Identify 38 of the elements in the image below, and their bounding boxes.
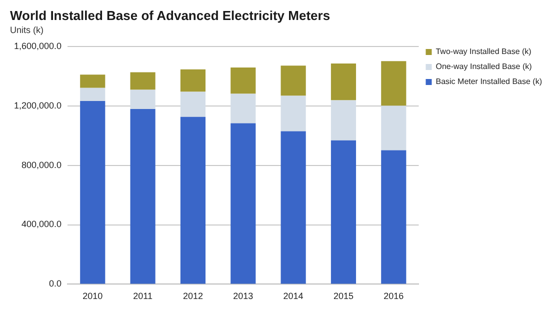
bar bbox=[80, 88, 106, 101]
bar bbox=[280, 131, 306, 284]
x-tick-label: 2011 bbox=[133, 291, 152, 302]
bar bbox=[330, 63, 356, 100]
legend-label: Two-way Installed Base (k) bbox=[436, 47, 532, 56]
y-tick-label: 1,200,000.0 bbox=[14, 100, 62, 110]
y-tick-label: 400,000.0 bbox=[22, 219, 62, 230]
bar bbox=[130, 72, 156, 90]
y-tick-label: 0.0 bbox=[49, 278, 62, 289]
chart-title: World Installed Base of Advanced Electricity Meters bbox=[10, 8, 332, 23]
x-tick-label: 2012 bbox=[182, 291, 203, 302]
bar bbox=[80, 74, 106, 88]
x-tick-label: 2010 bbox=[82, 291, 103, 302]
bar bbox=[130, 90, 156, 109]
bar bbox=[330, 100, 356, 140]
bar bbox=[180, 69, 206, 92]
x-tick-label: 2013 bbox=[233, 291, 254, 302]
bar bbox=[230, 123, 256, 284]
legend-label: One-way Installed Base (k) bbox=[436, 62, 532, 72]
bar bbox=[381, 150, 406, 284]
y-axis-title: Units (k) bbox=[10, 25, 44, 35]
x-tick-label: 2015 bbox=[333, 291, 354, 302]
legend-label: Basic Meter Installed Base (k) bbox=[436, 77, 542, 86]
bar bbox=[330, 140, 356, 284]
bar bbox=[381, 106, 406, 150]
bar bbox=[280, 96, 306, 132]
bar bbox=[180, 92, 206, 117]
bar bbox=[381, 61, 406, 106]
x-tick-label: 2016 bbox=[384, 291, 404, 302]
bar bbox=[230, 94, 256, 124]
y-tick-label: 1,600,000.0 bbox=[14, 40, 62, 51]
bar bbox=[80, 100, 106, 284]
bar bbox=[130, 108, 156, 284]
bar bbox=[230, 68, 256, 94]
bar bbox=[180, 116, 206, 284]
y-tick-label: 800,000.0 bbox=[22, 160, 62, 170]
bar bbox=[280, 66, 306, 96]
x-tick-label: 2014 bbox=[283, 291, 304, 302]
